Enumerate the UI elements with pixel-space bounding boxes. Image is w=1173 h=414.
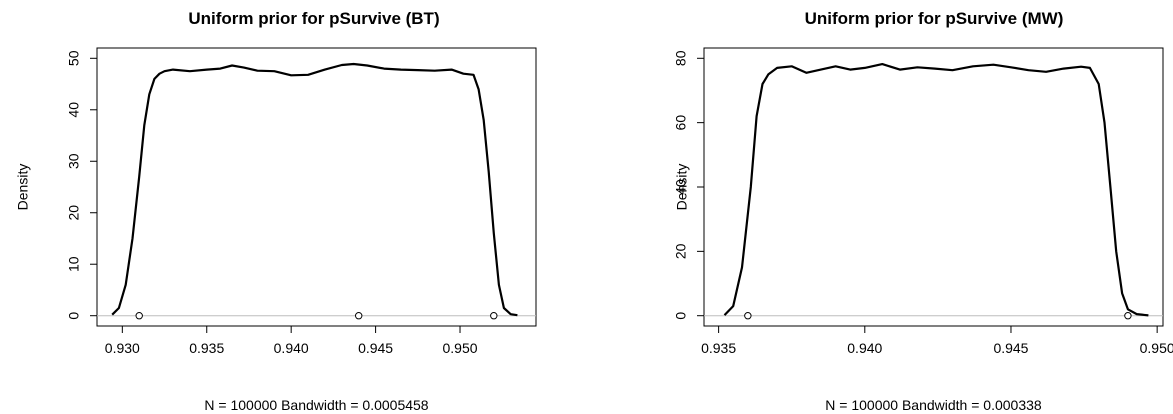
y-tick-label: 20 <box>673 243 689 259</box>
x-tick-label: 0.935 <box>189 340 224 356</box>
y-tick-label: 40 <box>66 102 82 118</box>
x-tick-label: 0.940 <box>274 340 309 356</box>
x-tick-label: 0.940 <box>847 340 882 356</box>
y-tick-label: 30 <box>66 153 82 169</box>
data-point <box>490 312 498 320</box>
y-tick-label: 10 <box>66 256 82 272</box>
x-tick-label: 0.950 <box>442 340 477 356</box>
y-tick-label: 50 <box>66 50 82 66</box>
data-point <box>744 312 752 320</box>
plot-frame <box>703 47 1164 327</box>
x-tick-label: 0.945 <box>993 340 1028 356</box>
density-curve <box>723 62 1149 317</box>
plot-frame <box>96 47 537 327</box>
y-tick-label: 60 <box>673 115 689 131</box>
y-tick-label: 20 <box>66 205 82 221</box>
chart-title: Uniform prior for pSurvive (BT) <box>188 9 439 28</box>
y-axis-label: Density <box>674 164 690 211</box>
data-point <box>1124 312 1132 320</box>
data-point <box>135 312 143 320</box>
density-curve <box>111 62 518 317</box>
x-axis-label: N = 100000 Bandwidth = 0.000338 <box>825 397 1042 413</box>
y-tick-label: 0 <box>673 312 689 320</box>
y-axis-label: Density <box>15 164 31 211</box>
chart-panel-2: Uniform prior for pSurvive (MW) 0.935 0.94… <box>673 9 1173 413</box>
x-tick-label: 0.945 <box>358 340 393 356</box>
chart-title: Uniform prior for pSurvive (MW) <box>805 9 1064 28</box>
y-tick-label: 80 <box>673 50 689 66</box>
x-axis-label: N = 100000 Bandwidth = 0.0005458 <box>204 397 428 413</box>
chart-panel-1: Uniform prior for pSurvive (BT) 0.930 0.93… <box>15 9 537 413</box>
data-point <box>355 312 363 320</box>
y-tick-label: 0 <box>66 312 82 320</box>
x-tick-label: 0.935 <box>701 340 736 356</box>
x-tick-label: 0.950 <box>1140 340 1173 356</box>
y-tick-label: 40 <box>673 179 689 195</box>
x-tick-label: 0.930 <box>105 340 140 356</box>
